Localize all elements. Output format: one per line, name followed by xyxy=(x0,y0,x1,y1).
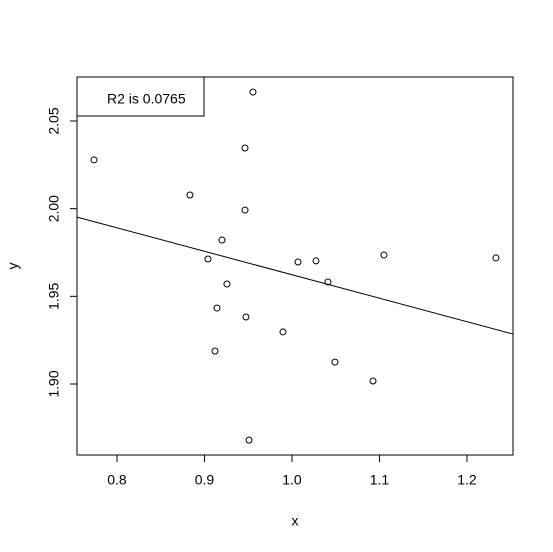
point xyxy=(241,206,249,214)
x-tick-label: 0.8 xyxy=(107,472,127,488)
point xyxy=(186,191,194,199)
y-tick-label: 2.00 xyxy=(46,195,62,222)
point xyxy=(331,358,339,366)
point xyxy=(249,88,257,96)
point xyxy=(223,280,231,288)
point xyxy=(204,255,212,263)
point xyxy=(90,156,98,164)
point xyxy=(380,251,388,259)
x-tick-label: 1.2 xyxy=(457,472,477,488)
regression-line xyxy=(76,216,514,335)
point xyxy=(312,257,320,265)
point xyxy=(324,278,332,286)
annotation-box xyxy=(76,76,205,117)
y-axis-label: y xyxy=(5,263,21,270)
point xyxy=(492,254,500,262)
point xyxy=(245,436,253,444)
point xyxy=(369,377,377,385)
y-tick-label: 1.95 xyxy=(46,282,62,309)
x-tick-label: 1.0 xyxy=(282,472,302,488)
point xyxy=(294,258,302,266)
x-tick-label: 1.1 xyxy=(370,472,390,488)
y-tick-label: 2.05 xyxy=(46,107,62,134)
point xyxy=(242,313,250,321)
x-tick-label: 0.9 xyxy=(195,472,215,488)
point xyxy=(279,328,287,336)
point xyxy=(218,236,226,244)
point xyxy=(213,304,221,312)
plot-frame xyxy=(76,76,514,456)
annotation: R2 is 0.0765 xyxy=(107,91,186,107)
point xyxy=(241,144,249,152)
x-axis-label: x xyxy=(292,513,299,529)
y-tick-label: 1.90 xyxy=(46,370,62,397)
point xyxy=(211,347,219,355)
